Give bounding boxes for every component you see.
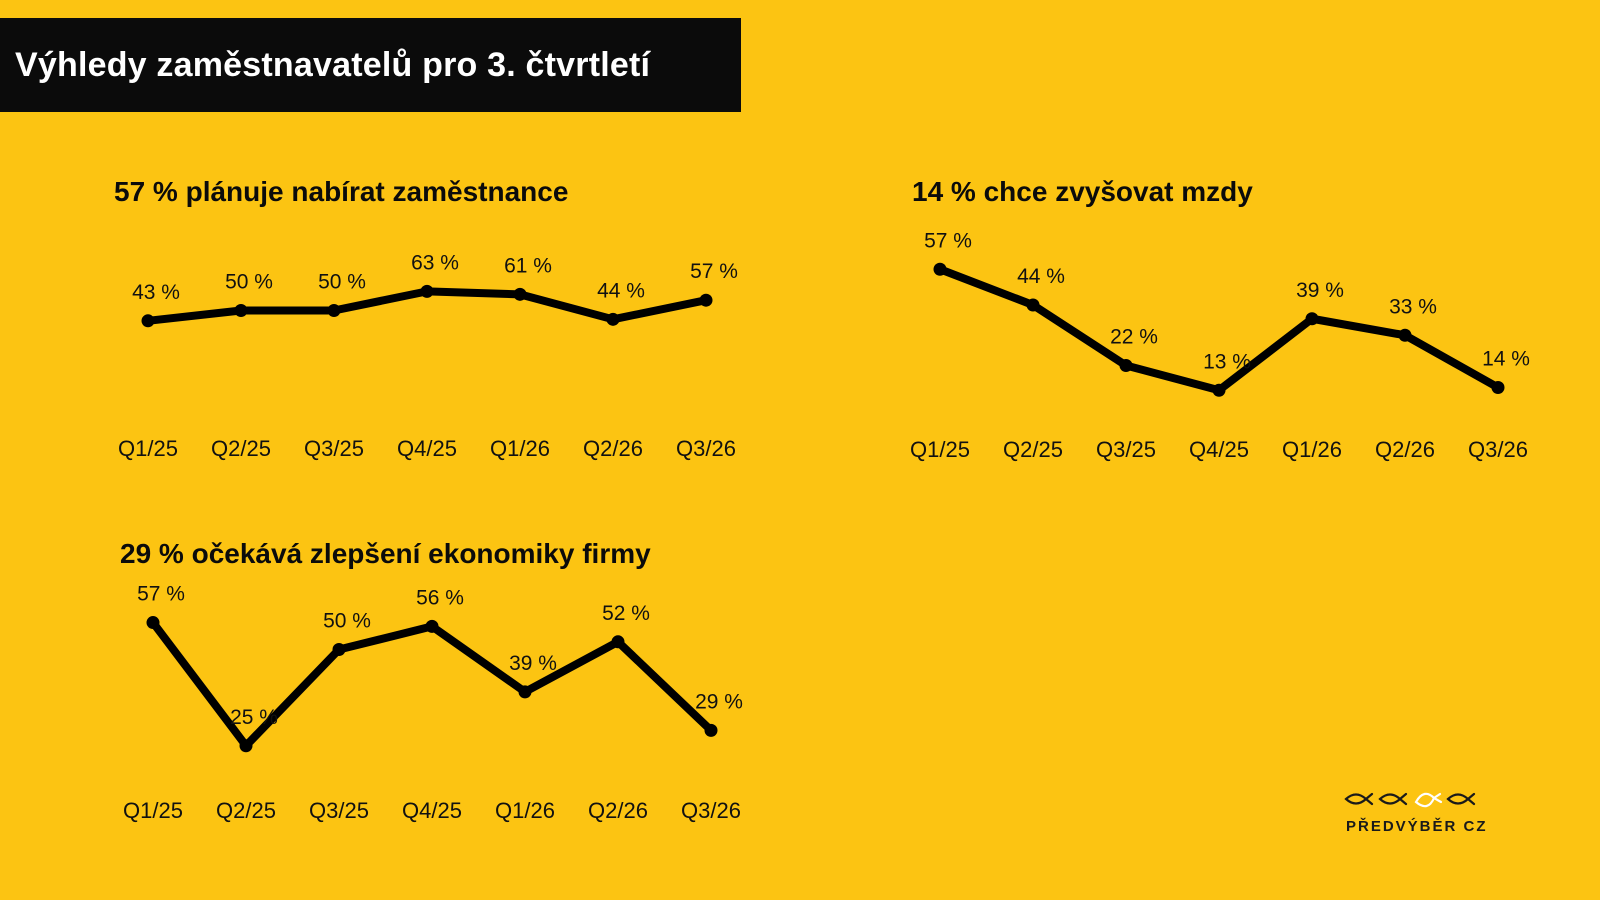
data-label: 44 % <box>597 279 645 302</box>
data-point <box>518 685 532 699</box>
fish-row-icon <box>1344 792 1476 808</box>
x-tick-label: Q2/25 <box>216 798 276 823</box>
x-tick-label: Q2/25 <box>211 436 271 461</box>
x-tick-label: Q3/25 <box>304 436 364 461</box>
data-label: 63 % <box>411 251 459 274</box>
chart-2-title: 14 % chce zvyšovat mzdy <box>912 176 1253 207</box>
line-chart-3: 57 % Q1/25 25 % Q2/25 50 % Q3/25 56 % Q4/25 39 %… <box>123 583 743 823</box>
data-label: 39 % <box>509 652 557 675</box>
data-label: 50 % <box>318 271 366 294</box>
data-label: 44 % <box>1017 265 1065 288</box>
x-tick-label: Q4/25 <box>1189 437 1249 462</box>
line-chart-1: 43 % Q1/25 50 % Q2/25 50 % Q3/25 63 % Q4/25 61 %… <box>118 251 738 461</box>
x-tick-label: Q2/26 <box>588 798 648 823</box>
x-tick-label: Q1/26 <box>1282 437 1342 462</box>
data-point <box>239 739 253 753</box>
data-point <box>1119 359 1133 372</box>
x-tick-label: Q3/26 <box>681 798 741 823</box>
data-point <box>420 284 434 298</box>
data-point <box>425 619 439 633</box>
x-tick-label: Q4/25 <box>397 436 457 461</box>
x-tick-label: Q1/25 <box>118 436 178 461</box>
x-tick-label: Q2/26 <box>583 436 643 461</box>
x-tick-label: Q3/26 <box>676 436 736 461</box>
data-point <box>933 262 947 276</box>
chart-1-title: 57 % plánuje nabírat zaměstnance <box>114 176 569 207</box>
data-label: 22 % <box>1110 326 1158 349</box>
data-label: 57 % <box>924 229 972 252</box>
x-tick-label: Q4/25 <box>402 798 462 823</box>
x-tick-label: Q1/25 <box>910 437 970 462</box>
data-point <box>606 312 620 326</box>
data-label: 43 % <box>132 281 180 304</box>
data-point <box>699 293 713 307</box>
chart-3-title: 29 % očekává zlepšení ekonomiky firmy <box>120 538 651 569</box>
data-label: 50 % <box>323 610 371 633</box>
data-label: 61 % <box>504 254 552 277</box>
data-label: 57 % <box>690 260 738 283</box>
data-label: 29 % <box>695 690 743 713</box>
data-label: 52 % <box>602 602 650 625</box>
data-point <box>1026 298 1040 312</box>
data-label: 56 % <box>416 586 464 609</box>
x-tick-label: Q1/26 <box>490 436 550 461</box>
data-point <box>1491 381 1505 394</box>
page-title: Výhledy zaměstnavatelů pro 3. čtvrtletí <box>15 45 651 84</box>
data-point <box>611 635 625 649</box>
data-label: 13 % <box>1203 350 1251 373</box>
data-point <box>1212 383 1226 397</box>
data-point <box>141 314 155 328</box>
brand-name: PŘEDVÝBĚR CZ <box>1346 818 1488 835</box>
data-label: 33 % <box>1389 295 1437 318</box>
x-tick-label: Q3/26 <box>1468 437 1528 462</box>
data-point <box>234 304 248 317</box>
data-point <box>704 723 718 737</box>
x-tick-label: Q1/25 <box>123 798 183 823</box>
data-point <box>146 616 160 630</box>
title-banner: Výhledy zaměstnavatelů pro 3. čtvrtletí <box>0 18 741 112</box>
data-label: 50 % <box>225 271 273 294</box>
data-point <box>513 287 527 301</box>
data-label: 14 % <box>1482 348 1530 371</box>
x-tick-label: Q3/25 <box>1096 437 1156 462</box>
data-label: 39 % <box>1296 279 1344 302</box>
data-label: 25 % <box>230 706 278 729</box>
brand-logo: PŘEDVÝBĚR CZ <box>1340 790 1490 840</box>
data-label: 57 % <box>137 583 185 606</box>
x-tick-label: Q2/25 <box>1003 437 1063 462</box>
x-tick-label: Q2/26 <box>1375 437 1435 462</box>
data-point <box>1305 312 1319 326</box>
x-tick-label: Q1/26 <box>495 798 555 823</box>
data-point <box>1398 328 1412 342</box>
data-point <box>332 643 346 656</box>
data-point <box>327 304 341 317</box>
line-chart-2: 57 % Q1/25 44 % Q2/25 22 % Q3/25 13 % Q4/25 39 %… <box>910 229 1530 462</box>
x-tick-label: Q3/25 <box>309 798 369 823</box>
